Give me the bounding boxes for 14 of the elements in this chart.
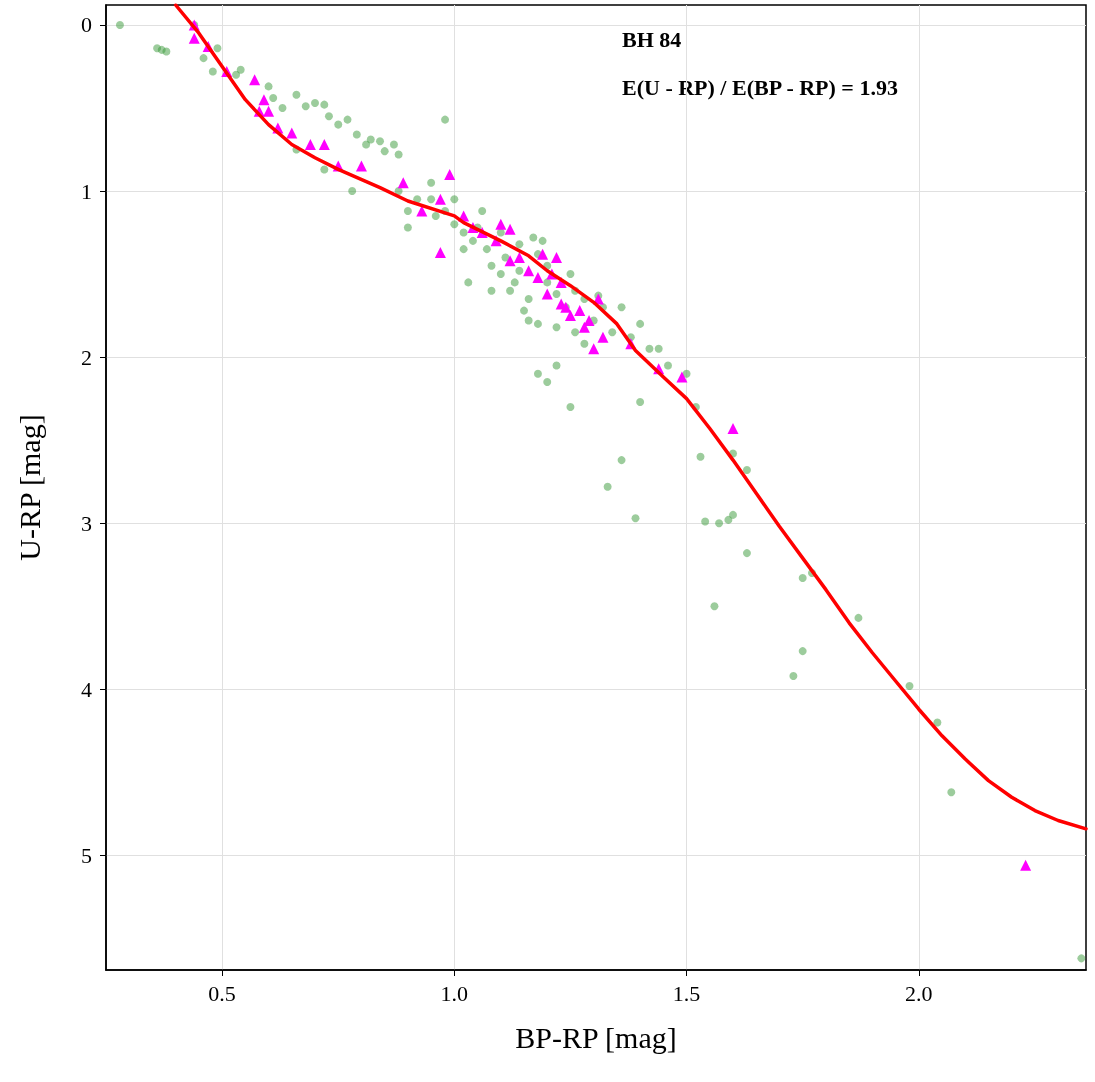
x-tick-label: 2.0: [905, 980, 933, 1006]
y-tick-label: 1: [81, 178, 92, 204]
y-tick-label: 4: [81, 676, 92, 702]
x-tick-label: 1.5: [672, 980, 701, 1006]
y-tick-label: 0: [81, 12, 92, 38]
y-axis-title: U-RP [mag]: [12, 414, 46, 561]
y-tick-label: 3: [81, 510, 92, 536]
y-tick-label: 5: [81, 842, 92, 868]
x-tick-label: 0.5: [208, 980, 236, 1006]
annotation: BH 84: [622, 26, 682, 52]
annotation: E(U - RP) / E(BP - RP) = 1.93: [622, 74, 898, 100]
x-tick-label: 1.0: [440, 980, 469, 1006]
x-axis-title: BP-RP [mag]: [515, 1020, 677, 1054]
y-tick-label: 2: [81, 344, 92, 370]
